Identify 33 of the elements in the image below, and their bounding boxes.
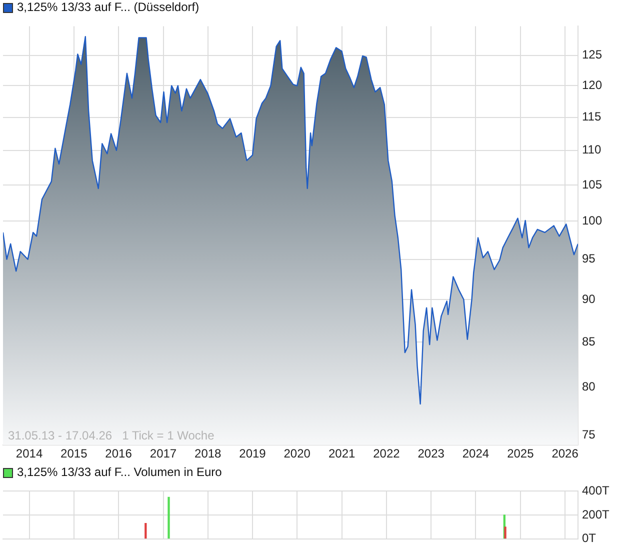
y-tick-label: 100 [582, 214, 602, 228]
y-tick-label: 85 [582, 334, 596, 348]
x-tick-label: 2015 [60, 446, 88, 461]
x-tick-label: 2017 [150, 446, 177, 461]
x-tick-label: 2022 [373, 446, 400, 461]
y-tick-label: 200T [582, 507, 610, 522]
annotation: 31.05.13 - 17.04.26 1 Tick = 1 Woche [8, 428, 215, 442]
x-tick-label: 2016 [105, 446, 132, 461]
x-tick-label: 2023 [418, 446, 445, 461]
x-tick-label: 2019 [239, 446, 266, 461]
legend-label: 3,125% 13/33 auf F... (Düsseldorf) [17, 0, 200, 15]
x-tick-label: 2024 [462, 446, 490, 461]
y-tick-label: 105 [582, 177, 602, 192]
x-tick-label: 2025 [507, 446, 534, 461]
y-tick-label: 125 [582, 48, 602, 62]
y-tick-label: 120 [582, 78, 602, 92]
x-tick-label: 2014 [16, 446, 43, 461]
bar [504, 526, 506, 539]
bar [168, 496, 170, 539]
x-tick-label: 2018 [194, 446, 222, 461]
y-tick-label: 75 [582, 427, 596, 442]
x-tick-label: 2021 [328, 446, 356, 461]
y-tick-label: 80 [582, 379, 596, 394]
y-tick-label: 400T [582, 484, 610, 498]
x-tick-label: 2020 [284, 446, 311, 461]
y-tick-label: 90 [582, 292, 596, 306]
y-tick-label: 110 [582, 142, 602, 157]
bar [144, 523, 147, 539]
y-tick-label: 95 [582, 252, 596, 266]
y-tick-label: 0T [582, 531, 597, 546]
x-tick-label: 2026 [552, 446, 579, 461]
legend-label: 3,125% 13/33 auf F... Volumen in Euro [17, 465, 222, 480]
y-tick-label: 115 [582, 110, 602, 124]
